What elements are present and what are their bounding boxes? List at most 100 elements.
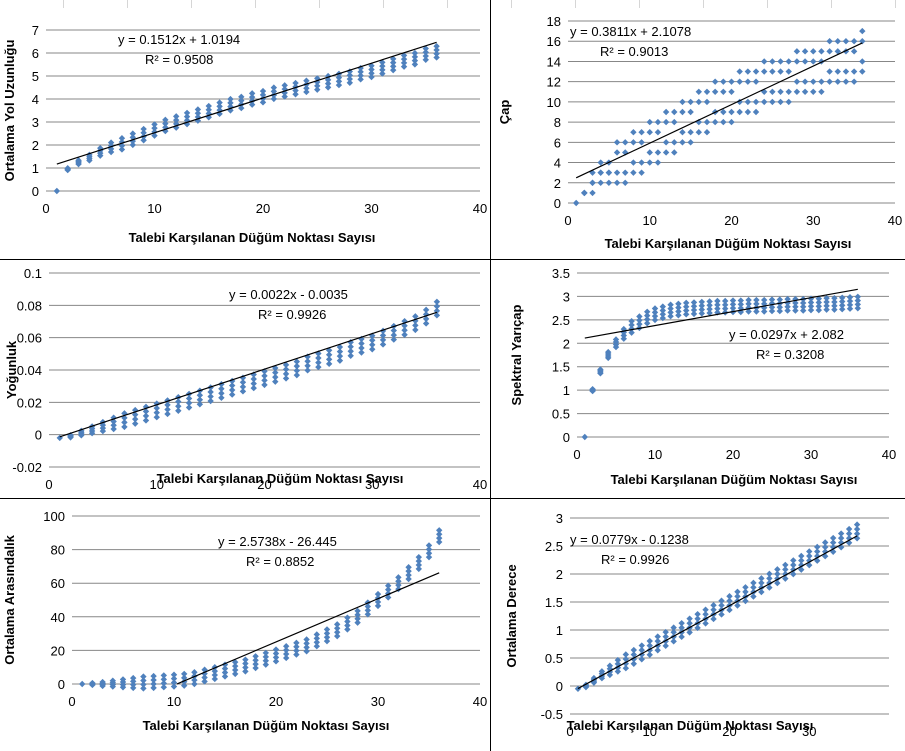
y-axis-title: Yoğunluk [4, 340, 19, 399]
data-point [782, 561, 789, 569]
data-point [734, 602, 741, 609]
data-point [415, 561, 422, 569]
trendline-equation: y = 0.0779x - 0.1238 [570, 532, 689, 547]
data-point [784, 307, 791, 314]
data-point [801, 78, 809, 85]
data-point [433, 43, 440, 50]
data-point [121, 419, 128, 426]
x-tick-label: 30 [806, 213, 820, 228]
data-point [646, 149, 653, 156]
data-point [638, 139, 645, 146]
data-point [242, 656, 249, 663]
x-tick-label: 10 [150, 477, 164, 492]
x-axis-title: Talebi Karşılanan Düğüm Noktası Sayısı [605, 236, 852, 251]
data-point [710, 602, 717, 609]
data-point [379, 70, 386, 77]
data-point [798, 552, 805, 560]
data-point [196, 401, 204, 408]
data-point [814, 543, 821, 551]
data-point [129, 141, 136, 149]
data-point [374, 602, 382, 610]
data-point [252, 653, 259, 660]
data-point [272, 650, 280, 657]
chart-svg-6: -0.500.511.522.530 10 20 30y = 0.0779x - 0.… [504, 511, 889, 739]
data-point [831, 294, 838, 302]
data-point [839, 294, 846, 301]
data-point [205, 102, 212, 110]
data-point [822, 539, 829, 546]
data-point [753, 296, 760, 304]
data-point [686, 629, 693, 636]
y-tick-label: 16 [547, 34, 561, 49]
data-point [823, 306, 830, 313]
data-point [379, 336, 387, 344]
data-point [744, 78, 752, 85]
data-point [742, 584, 749, 591]
data-point [769, 98, 776, 106]
data-point [140, 137, 147, 144]
y-tick-label: 0.06 [17, 331, 42, 346]
data-point [185, 399, 193, 407]
x-tick-label: 0 [573, 447, 580, 462]
y-tick-label: 1.5 [545, 595, 563, 610]
data-point [706, 298, 713, 305]
data-point [761, 296, 768, 304]
data-point [369, 341, 376, 348]
data-point [766, 584, 773, 591]
data-point [142, 412, 150, 420]
data-point [784, 299, 791, 307]
data-point [324, 80, 332, 87]
data-point [646, 647, 653, 654]
data-point [630, 660, 637, 667]
x-tick-label: 20 [257, 477, 271, 492]
data-point [807, 306, 815, 314]
data-point [151, 124, 158, 132]
data-point [753, 308, 760, 315]
data-point [336, 352, 344, 360]
data-point [313, 631, 320, 638]
x-tick-label: 0 [68, 694, 75, 709]
data-point [412, 326, 419, 334]
y-tick-label: 2 [554, 176, 561, 191]
data-point [436, 527, 443, 534]
data-point [357, 76, 364, 83]
data-point [325, 360, 333, 368]
data-point [711, 78, 719, 85]
data-point [818, 88, 825, 95]
data-point [837, 544, 845, 551]
data-point [703, 98, 711, 106]
data-point [792, 307, 799, 314]
data-point [132, 415, 139, 423]
trendline-equation: y = 0.3811x + 2.1078 [570, 24, 691, 39]
data-point [422, 56, 429, 63]
data-point [228, 386, 236, 394]
data-point [347, 352, 354, 359]
y-tick-label: 10 [547, 95, 561, 110]
data-point [433, 54, 440, 61]
x-tick-label: 20 [724, 213, 738, 228]
data-point [678, 619, 685, 627]
data-point [823, 302, 830, 310]
data-point [315, 354, 322, 362]
data-point [64, 165, 71, 172]
data-point [175, 403, 182, 410]
chart-svg-1: 0 1 2 3 4 5 6 7 0 10 20 30 40 y = 0.1512x + 1.0194 R² … [2, 23, 487, 245]
data-point [175, 398, 182, 405]
data-point [694, 610, 701, 618]
data-point [638, 129, 645, 136]
data-point [768, 304, 776, 311]
data-point [323, 634, 331, 641]
data-point [118, 146, 126, 153]
y-tick-label: 0 [554, 196, 561, 211]
data-point [205, 106, 212, 113]
y-tick-label: 20 [51, 643, 65, 658]
data-point [270, 88, 278, 95]
x-tick-label: 40 [473, 477, 487, 492]
data-point [324, 72, 332, 80]
data-point [218, 385, 225, 392]
data-point [53, 187, 61, 195]
data-point [800, 299, 807, 307]
data-point [846, 297, 854, 305]
trendline [584, 288, 858, 339]
